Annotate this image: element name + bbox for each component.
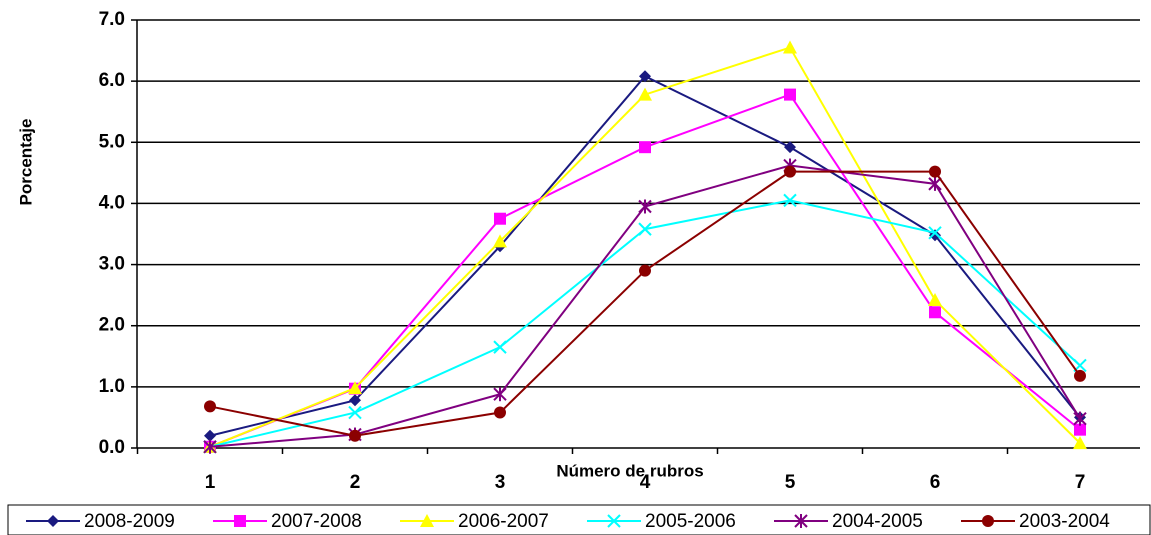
- series-2005-2006: [203, 193, 1087, 454]
- gridlines: [137, 19, 1140, 388]
- y-axis-title: Porcentaje: [16, 119, 35, 206]
- marker-triangle: [638, 87, 652, 101]
- y-tick-label: 3.0: [99, 254, 125, 275]
- marker-square: [639, 141, 651, 154]
- x-tick-label: 4: [640, 472, 651, 493]
- series-line: [209, 75, 1081, 437]
- legend-item: 2008-2009: [26, 511, 175, 532]
- marker-triangle: [783, 40, 797, 54]
- y-tick-label: 5.0: [99, 131, 125, 152]
- legend-item: 2005-2006: [587, 511, 736, 532]
- y-tick-label: 4.0: [99, 192, 125, 213]
- legend-item: 2004-2005: [774, 511, 923, 532]
- x-tick-label: 5: [785, 472, 796, 493]
- marker-circle: [639, 264, 651, 277]
- marker-x: [783, 193, 797, 208]
- y-tick-labels: 0.0 1.0 2.0 3.0 4.0 5.0 6.0 7.0: [99, 9, 125, 458]
- marker-circle: [349, 429, 361, 442]
- axes: [131, 19, 1140, 454]
- x-tick-label: 1: [205, 472, 216, 493]
- legend-label: 2007-2008: [271, 511, 362, 532]
- marker-triangle: [928, 293, 942, 307]
- marker-square: [784, 88, 796, 101]
- marker-square: [494, 212, 506, 225]
- marker-diamond: [204, 429, 216, 442]
- marker-star: [1073, 411, 1087, 426]
- marker-triangle: [348, 381, 362, 395]
- marker-circle: [494, 406, 506, 419]
- x-axis-title: Número de rubros: [556, 461, 703, 480]
- legend-label: 2004-2005: [832, 511, 923, 532]
- legend-item: 2003-2004: [961, 511, 1110, 532]
- legend-label: 2006-2007: [458, 511, 549, 532]
- marker-square: [234, 515, 246, 527]
- marker-x: [928, 226, 942, 240]
- legend-item: 2007-2008: [213, 511, 362, 532]
- legend-label: 2005-2006: [645, 511, 736, 532]
- marker-diamond: [784, 141, 796, 154]
- marker-circle: [929, 165, 941, 178]
- marker-triangle: [493, 234, 507, 248]
- marker-triangle: [1073, 436, 1087, 450]
- marker-circle: [1074, 369, 1086, 382]
- series-2003-2004: [204, 165, 1086, 442]
- legend: 2008-2009 2007-2008 2006-2007 2005-2006 2004…: [7, 504, 1151, 535]
- marker-x: [348, 405, 362, 420]
- y-tick-label: 6.0: [99, 70, 125, 91]
- marker-x: [493, 340, 507, 354]
- x-tick-label: 3: [495, 472, 506, 493]
- y-tick-label: 0.0: [99, 437, 125, 458]
- marker-circle: [982, 515, 994, 527]
- marker-x: [607, 514, 621, 528]
- marker-diamond: [349, 394, 361, 407]
- marker-star: [638, 199, 652, 214]
- series-2006-2007: [203, 40, 1087, 453]
- marker-diamond: [639, 70, 651, 83]
- marker-x: [638, 222, 652, 236]
- x-tick-labels: 1 2 3 4 5 6 7: [205, 472, 1086, 493]
- marker-star: [794, 514, 808, 528]
- legend-label: 2008-2009: [84, 511, 175, 532]
- legend-item: 2006-2007: [400, 511, 549, 532]
- series-2008-2009: [204, 70, 1086, 442]
- marker-square: [1074, 423, 1086, 436]
- marker-triangle: [420, 514, 434, 527]
- marker-diamond: [47, 515, 59, 527]
- marker-star: [928, 176, 942, 191]
- marker-star: [493, 387, 507, 402]
- marker-star: [203, 439, 217, 454]
- marker-circle: [784, 165, 796, 178]
- x-tick-label: 6: [930, 472, 941, 493]
- y-tick-label: 1.0: [99, 376, 125, 397]
- legend-label: 2003-2004: [1019, 511, 1110, 532]
- legend-box: [7, 504, 1151, 535]
- y-tick-label: 2.0: [99, 315, 125, 336]
- marker-circle: [204, 400, 216, 413]
- marker-square: [929, 306, 941, 319]
- series-group: [203, 40, 1087, 454]
- y-tick-label: 7.0: [99, 9, 125, 30]
- x-tick-label: 7: [1075, 472, 1086, 493]
- x-tick-label: 2: [350, 472, 361, 493]
